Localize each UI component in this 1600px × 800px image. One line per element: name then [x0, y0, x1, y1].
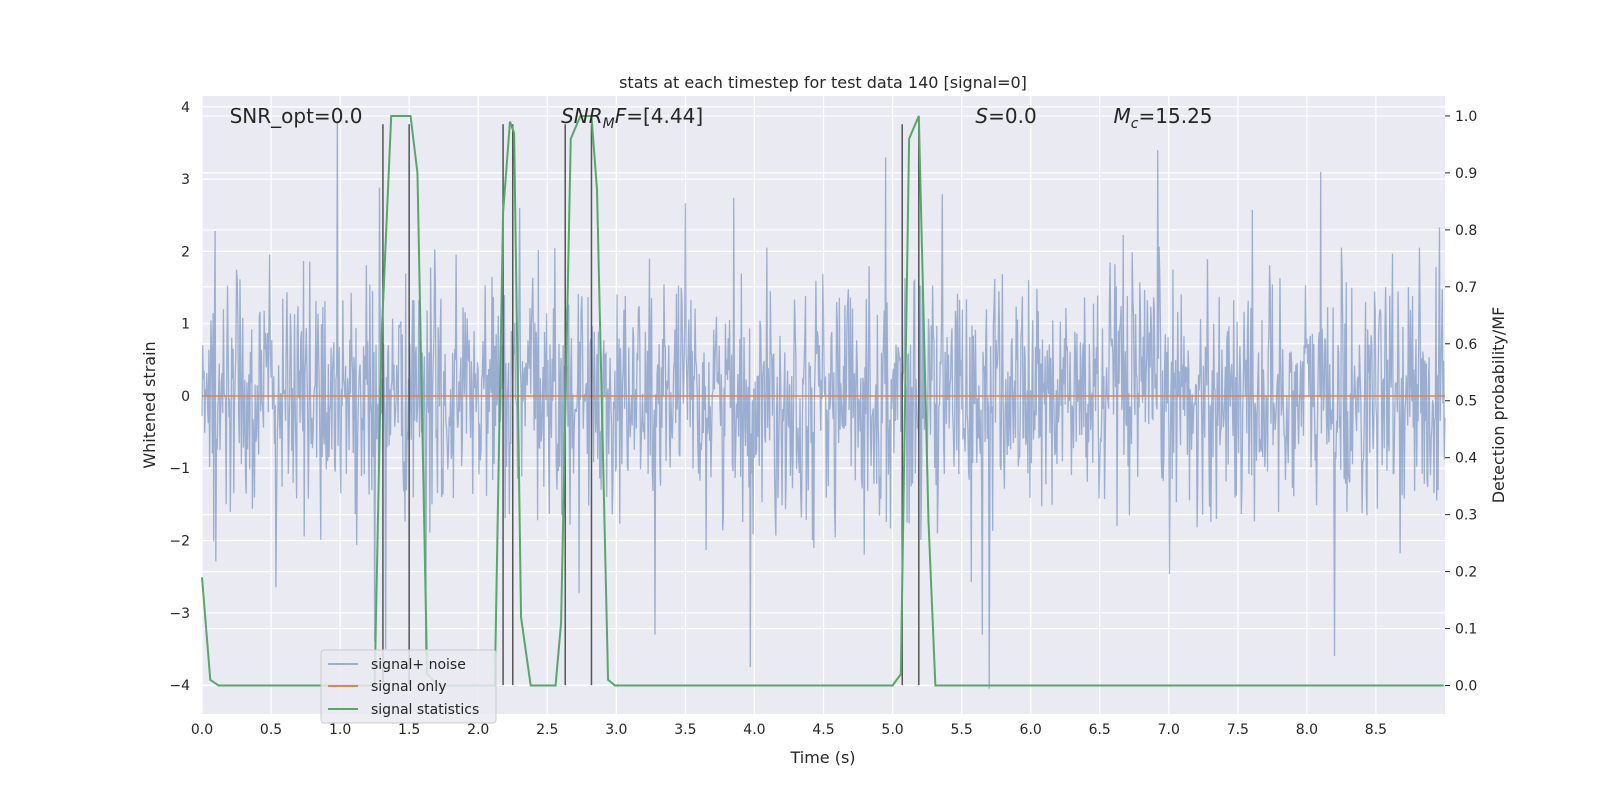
legend-label-signal-noise: signal+ noise	[371, 657, 466, 673]
grid	[201, 96, 1445, 714]
y2-axis-title: Detection probability/MF	[1489, 307, 1508, 504]
x-tick-label: 3.0	[605, 722, 627, 738]
y2-tick-label: 1.0	[1455, 109, 1477, 125]
y2-axis-ticks: 0.0 0.1 0.2 0.3 0.4 0.5 0.6 0.7 0.8 0.9 1.0	[1445, 109, 1477, 695]
y-tick-label: 1	[181, 317, 190, 333]
x-tick-label: 5.5	[950, 722, 972, 738]
x-tick-label: 4.0	[743, 722, 765, 738]
annotation-text: S=0.0	[975, 104, 1036, 128]
x-tick-label: 0.5	[260, 722, 282, 738]
x-axis-ticks: 0.0 0.5 1.0 1.5 2.0 2.5 3.0 3.5 4.0 4.5 5.0 5.5 6.0 6…	[191, 722, 1387, 738]
y-tick-label: −1	[169, 461, 190, 477]
y2-tick-label: 0.7	[1455, 280, 1477, 296]
legend-box	[320, 649, 497, 724]
x-tick-label: 7.0	[1158, 722, 1180, 738]
x-tick-label: 1.5	[398, 722, 420, 738]
y2-tick-label: 0.8	[1455, 223, 1477, 239]
x-axis-title: Time (s)	[789, 748, 855, 767]
y-axis-title: Whitened strain	[140, 341, 159, 468]
y2-tick-label: 0.4	[1455, 451, 1477, 467]
x-tick-label: 6.5	[1089, 722, 1111, 738]
y-tick-label: −4	[169, 678, 190, 694]
annotation-text: Mc=15.25	[1114, 104, 1213, 132]
signal-statistics-line	[201, 114, 1444, 687]
y-tick-label: −3	[169, 606, 190, 622]
x-tick-label: 2.0	[467, 722, 489, 738]
x-tick-label: 8.5	[1365, 722, 1387, 738]
x-tick-label: 1.0	[329, 722, 351, 738]
y-tick-label: 2	[181, 244, 190, 260]
x-tick-label: 2.5	[536, 722, 558, 738]
x-tick-label: 0.0	[191, 722, 213, 738]
y2-tick-label: 0.1	[1455, 622, 1477, 638]
x-tick-label: 3.5	[674, 722, 696, 738]
y-tick-label: 4	[181, 100, 190, 116]
y2-tick-label: 0.0	[1455, 679, 1477, 695]
legend-label-signal-only: signal only	[371, 679, 446, 695]
legend: signal+ noise signal only signal statist…	[320, 649, 497, 724]
chart-title: stats at each timestep for test data 140…	[619, 73, 1027, 92]
annotation-text: SNRMF=[4.44]	[561, 104, 703, 132]
y2-tick-label: 0.9	[1455, 166, 1477, 182]
legend-label-signal-statistics: signal statistics	[371, 702, 479, 718]
y2-tick-label: 0.3	[1455, 508, 1477, 524]
annotation-text: SNR_opt=0.0	[230, 104, 363, 128]
x-tick-label: 8.0	[1296, 722, 1318, 738]
y-tick-label: −2	[169, 534, 190, 550]
y2-tick-label: 0.6	[1455, 337, 1477, 353]
y2-tick-label: 0.2	[1455, 565, 1477, 581]
x-tick-label: 7.5	[1227, 722, 1249, 738]
signal-statistics-series	[201, 114, 1444, 687]
x-tick-label: 5.0	[881, 722, 903, 738]
x-tick-label: 6.0	[1020, 722, 1042, 738]
y-axis-ticks: −4 −3 −2 −1 0 1 2 3 4	[169, 100, 190, 694]
y-tick-label: 3	[181, 172, 190, 188]
x-tick-label: 4.5	[812, 722, 834, 738]
annotations: SNR_opt=0.0 SNRMF=[4.44] S=0.0 Mc=15.25	[230, 104, 1213, 132]
y2-tick-label: 0.5	[1455, 394, 1477, 410]
y-tick-label: 0	[181, 389, 190, 405]
